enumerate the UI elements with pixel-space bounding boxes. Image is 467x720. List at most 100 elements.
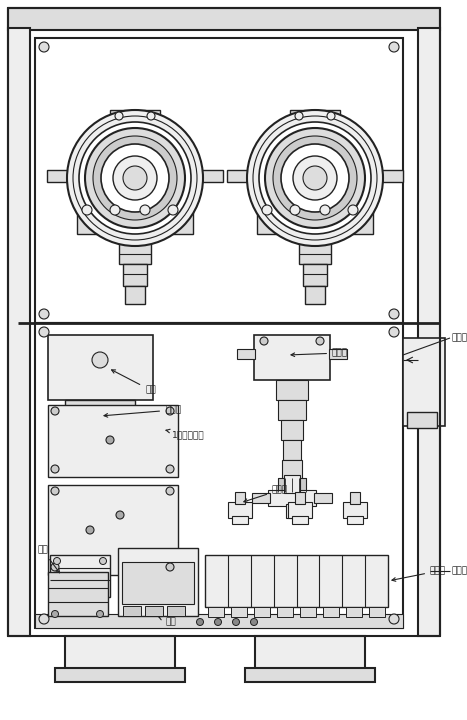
Text: 电路板: 电路板 xyxy=(104,405,181,417)
Circle shape xyxy=(51,487,59,495)
Circle shape xyxy=(85,128,185,228)
Bar xyxy=(167,606,185,616)
Bar xyxy=(343,502,367,518)
Circle shape xyxy=(303,166,327,190)
Bar xyxy=(283,440,301,460)
Bar xyxy=(35,323,403,628)
Circle shape xyxy=(273,136,357,220)
Bar xyxy=(314,493,332,503)
Circle shape xyxy=(101,144,169,212)
Bar xyxy=(125,286,145,304)
Bar xyxy=(373,170,403,182)
Bar xyxy=(282,460,302,480)
Circle shape xyxy=(348,205,358,215)
Text: 滤水器: 滤水器 xyxy=(291,348,348,358)
Circle shape xyxy=(93,136,177,220)
Bar xyxy=(288,502,312,518)
Bar xyxy=(286,504,298,518)
Bar xyxy=(50,555,110,597)
Circle shape xyxy=(320,205,330,215)
Bar xyxy=(193,170,223,182)
Bar xyxy=(284,475,300,493)
Text: 1转二转接管: 1转二转接管 xyxy=(166,429,205,439)
Circle shape xyxy=(39,309,49,319)
Circle shape xyxy=(166,465,174,473)
Circle shape xyxy=(82,205,92,215)
Bar xyxy=(65,636,175,676)
Bar xyxy=(77,206,193,234)
Bar xyxy=(303,264,327,286)
Circle shape xyxy=(51,465,59,473)
Bar xyxy=(65,400,135,430)
Circle shape xyxy=(166,407,174,415)
Bar xyxy=(300,607,316,617)
Circle shape xyxy=(389,327,399,337)
Circle shape xyxy=(166,563,174,571)
Bar xyxy=(276,380,308,400)
Circle shape xyxy=(97,611,104,618)
Circle shape xyxy=(259,122,371,234)
Bar xyxy=(295,492,305,504)
Bar xyxy=(48,405,178,477)
Bar xyxy=(278,400,306,420)
Circle shape xyxy=(327,112,335,120)
Bar xyxy=(305,286,325,304)
Circle shape xyxy=(281,144,349,212)
Bar xyxy=(290,110,340,132)
Circle shape xyxy=(247,110,383,246)
Bar xyxy=(252,493,270,503)
Bar xyxy=(257,206,373,234)
Bar xyxy=(48,572,108,616)
Bar xyxy=(254,607,270,617)
Circle shape xyxy=(265,128,365,228)
Text: 气泵: 气泵 xyxy=(112,370,156,395)
Bar xyxy=(205,555,388,607)
Circle shape xyxy=(99,557,106,564)
Bar xyxy=(119,234,151,264)
Circle shape xyxy=(260,337,268,345)
Text: 流量计: 流量计 xyxy=(452,333,467,343)
Bar xyxy=(254,335,330,380)
Bar xyxy=(47,170,77,182)
Circle shape xyxy=(115,112,123,120)
Bar xyxy=(123,264,147,286)
Circle shape xyxy=(295,112,303,120)
Bar xyxy=(403,338,445,426)
Bar xyxy=(323,607,339,617)
Text: 电磁阀: 电磁阀 xyxy=(452,567,467,575)
Circle shape xyxy=(67,110,203,246)
Circle shape xyxy=(262,205,272,215)
Bar xyxy=(277,607,293,617)
Circle shape xyxy=(113,156,157,200)
Circle shape xyxy=(166,487,174,495)
Bar xyxy=(407,412,437,428)
Circle shape xyxy=(389,42,399,52)
Circle shape xyxy=(197,618,204,626)
Bar xyxy=(208,607,225,617)
Bar xyxy=(299,234,331,264)
Bar xyxy=(278,478,306,492)
Bar xyxy=(245,668,375,682)
Bar xyxy=(123,606,141,616)
Bar xyxy=(292,516,308,524)
Text: 开关: 开关 xyxy=(37,546,60,573)
Circle shape xyxy=(147,112,155,120)
Bar xyxy=(48,335,153,400)
Circle shape xyxy=(39,42,49,52)
Circle shape xyxy=(39,614,49,624)
Bar xyxy=(329,349,347,359)
Circle shape xyxy=(293,156,337,200)
Circle shape xyxy=(250,618,257,626)
Circle shape xyxy=(54,557,61,564)
Bar xyxy=(118,548,198,616)
Bar xyxy=(35,614,403,628)
Circle shape xyxy=(86,526,94,534)
Bar xyxy=(55,668,185,682)
Bar xyxy=(268,490,316,506)
Circle shape xyxy=(214,618,221,626)
Bar xyxy=(8,8,440,30)
Bar xyxy=(232,516,248,524)
Bar xyxy=(110,110,160,132)
Circle shape xyxy=(110,205,120,215)
Bar xyxy=(145,606,163,616)
